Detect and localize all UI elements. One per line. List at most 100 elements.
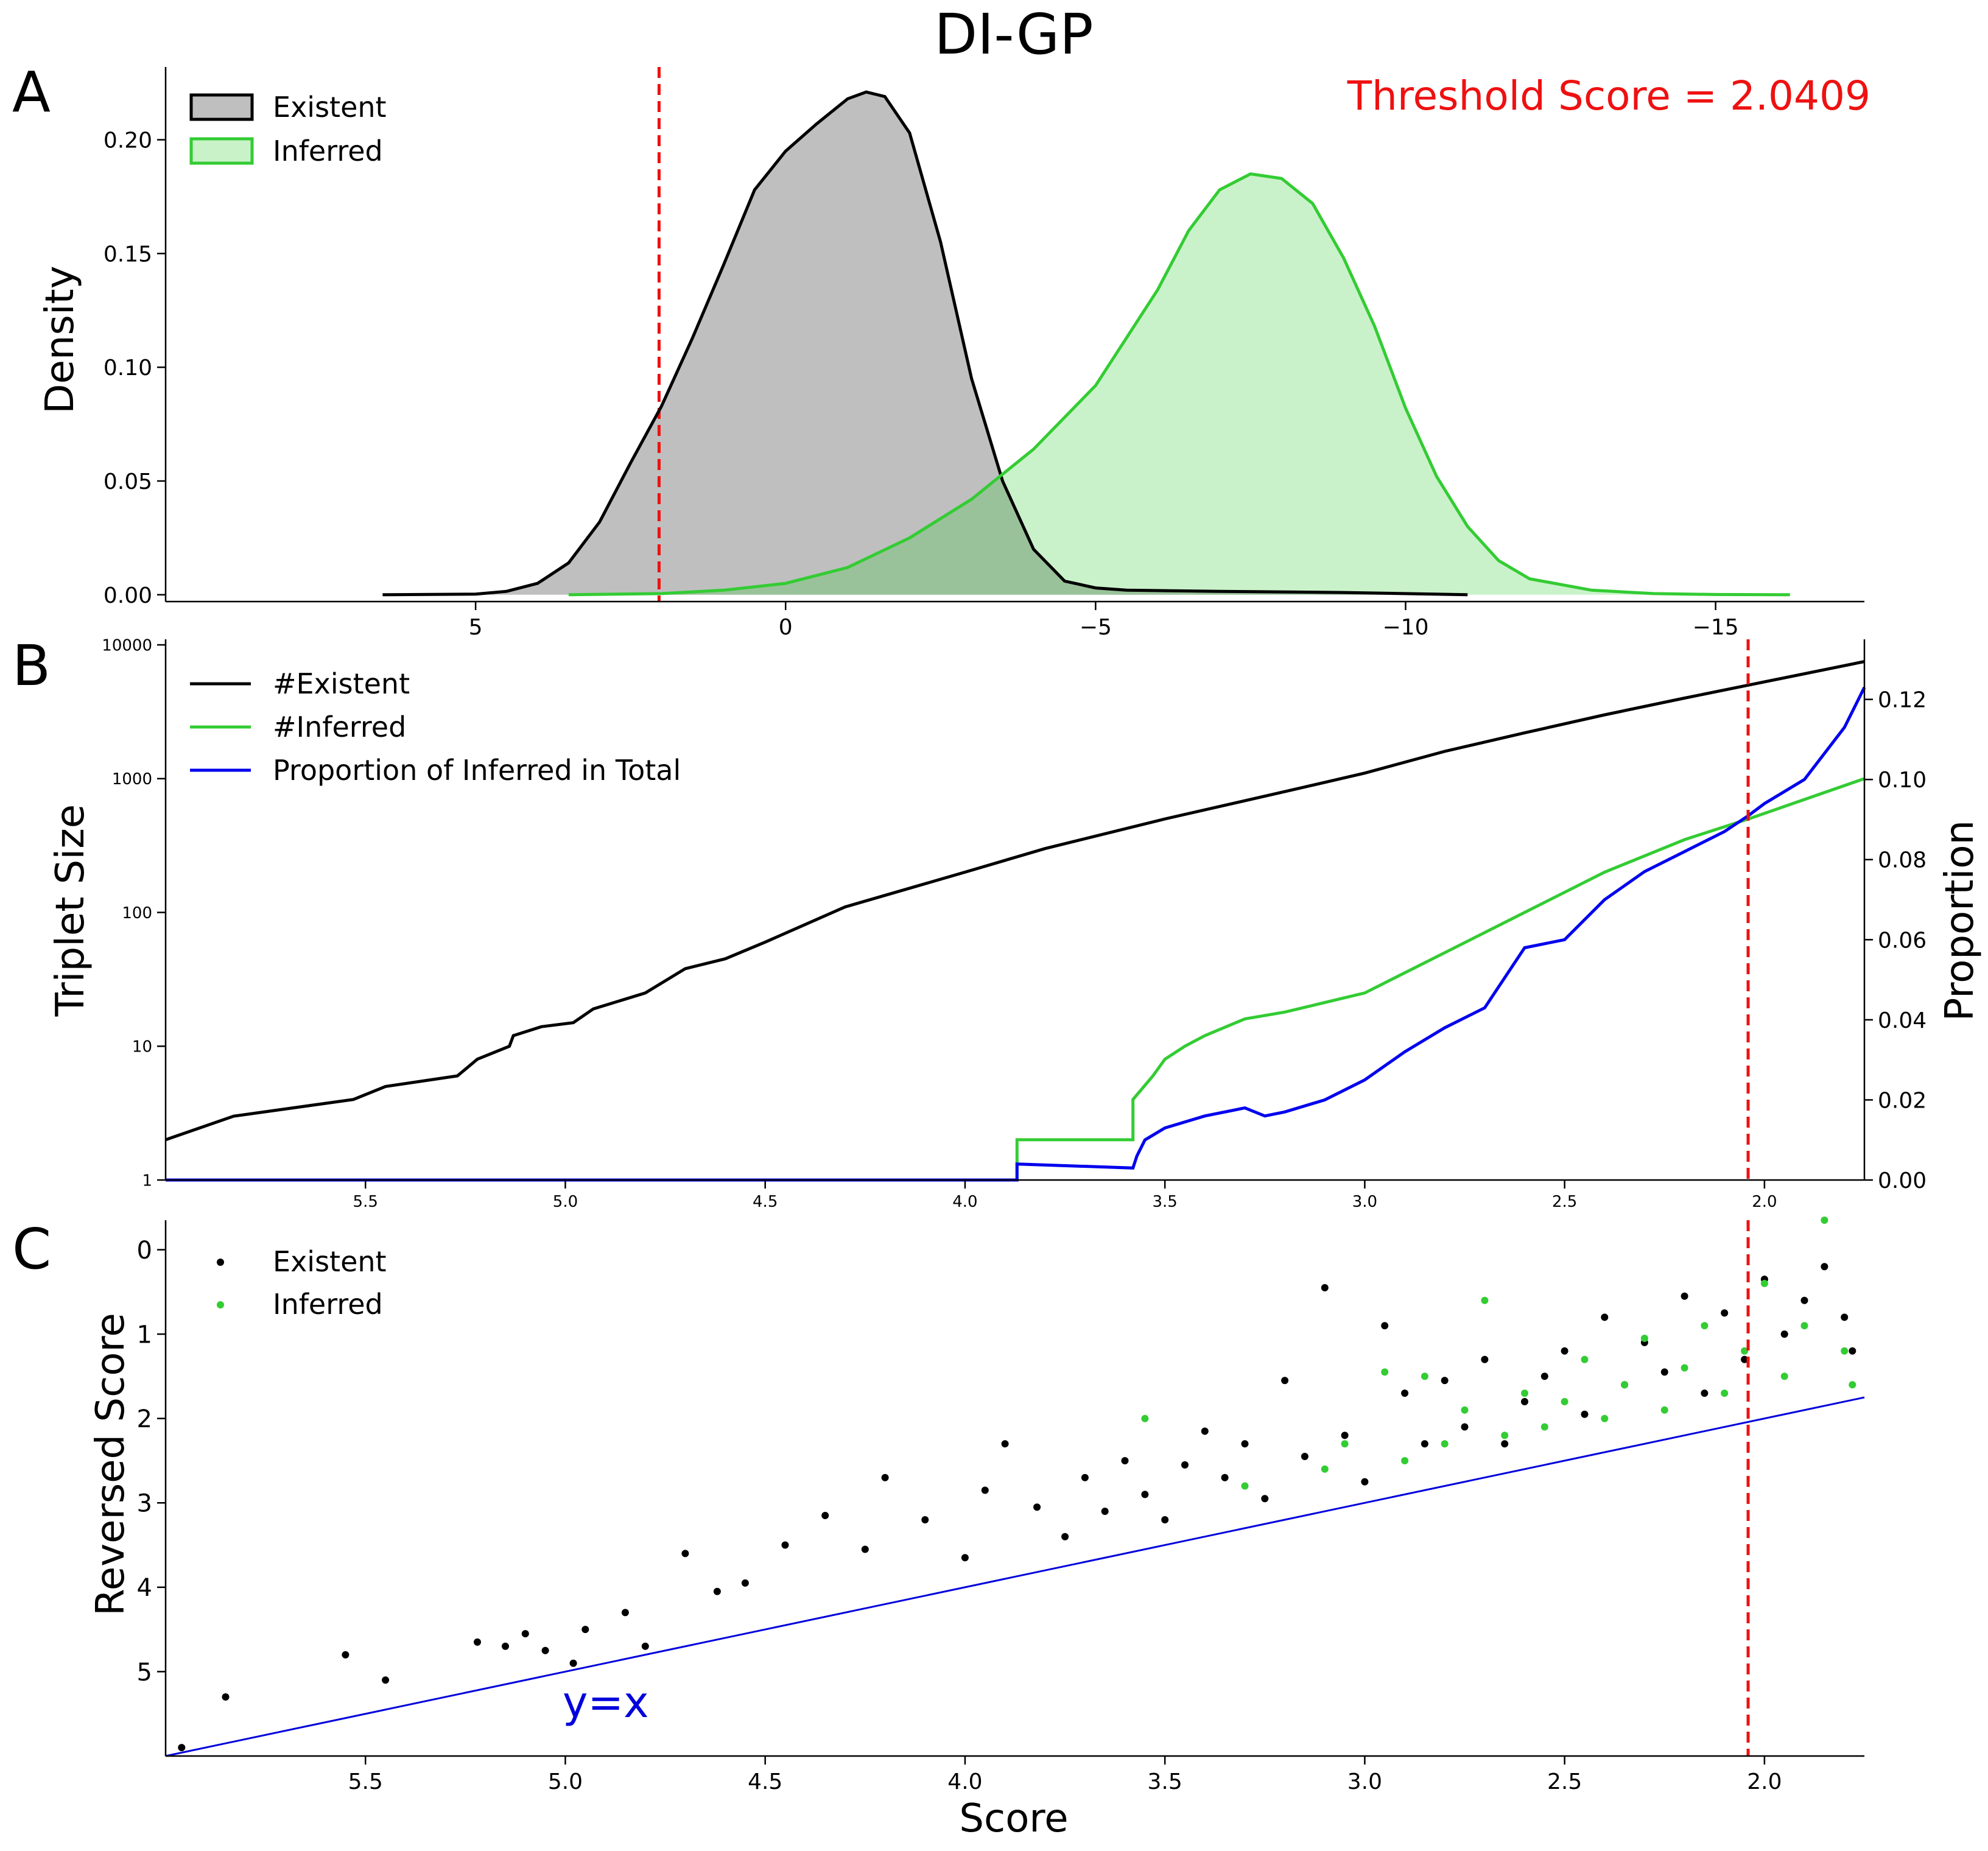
point-inferred [1841, 1347, 1849, 1355]
point-existent [1501, 1440, 1509, 1448]
point-existent [1741, 1355, 1749, 1363]
legend-swatch-existent [189, 93, 254, 121]
point-inferred [1421, 1372, 1428, 1380]
panel-c-points [178, 1217, 1856, 1752]
point-existent [1101, 1508, 1109, 1516]
legend-label-proportion: Proportion of Inferred in Total [273, 754, 681, 787]
y2-tick-label: 0.06 [1878, 928, 1927, 953]
point-existent [741, 1579, 749, 1587]
x-tick-label: 5.0 [548, 1769, 583, 1794]
point-existent [521, 1630, 529, 1638]
point-existent [1261, 1495, 1269, 1503]
y-tick-label: 2 [137, 1405, 152, 1433]
density-fill-existent [382, 92, 1468, 595]
point-existent [1201, 1427, 1209, 1435]
point-inferred [1800, 1322, 1808, 1330]
y2-tick-label: 0.04 [1878, 1008, 1927, 1033]
point-existent [1221, 1473, 1229, 1481]
x-tick-label: 3.5 [1148, 1769, 1182, 1794]
point-existent [821, 1512, 829, 1519]
point-inferred [1561, 1398, 1568, 1405]
point-inferred [1381, 1368, 1389, 1376]
y-tick-label: 1000 [112, 770, 152, 789]
point-existent [1849, 1347, 1856, 1355]
panel-a-y-axis-label: Density [38, 265, 83, 413]
density-fill-inferred [568, 174, 1790, 595]
point-existent [1581, 1410, 1589, 1418]
x-tick-label: 3.0 [1347, 1769, 1382, 1794]
point-existent [1421, 1440, 1428, 1448]
panel-c-label: C [12, 1217, 51, 1282]
point-inferred [1521, 1389, 1528, 1397]
panel-c: C 5.5 5.0 4.5 4.0 3.5 3.0 2.5 2.0 0 1 2 3 4 5 Reverse… [12, 1217, 1865, 1841]
point-inferred [1640, 1335, 1648, 1342]
legend-label-existent-points: Existent [273, 1245, 387, 1278]
point-existent [541, 1646, 549, 1654]
point-inferred [1341, 1440, 1349, 1448]
point-existent [621, 1609, 629, 1617]
y-tick-label: 0.05 [104, 469, 152, 494]
point-existent [1081, 1473, 1089, 1481]
figure-title: DI-GP [934, 2, 1093, 67]
point-existent [1601, 1313, 1609, 1321]
point-existent [569, 1659, 577, 1667]
series-line-2 [166, 686, 1866, 1182]
point-existent [1800, 1296, 1808, 1304]
y-tick-label: 10000 [102, 636, 152, 655]
x-tick-label: 3.0 [1352, 1193, 1377, 1211]
point-inferred [1621, 1381, 1629, 1389]
legend-marker-inferred [217, 1301, 224, 1308]
y-tick-label: 0.20 [104, 128, 152, 153]
x-tick-label: −15 [1693, 615, 1739, 640]
point-inferred [1581, 1355, 1589, 1363]
panel-b-label: B [12, 633, 51, 698]
point-inferred [1660, 1406, 1668, 1414]
point-existent [1401, 1389, 1409, 1397]
point-existent [1321, 1284, 1329, 1291]
point-existent [1001, 1440, 1009, 1448]
panel-b-axes: 5.5 5.0 4.5 4.0 3.5 3.0 2.5 2.0 1 10 100 1000 10000 0… [102, 636, 1927, 1211]
y-tick-label: 0.10 [104, 356, 152, 381]
point-existent [921, 1516, 929, 1523]
point-existent [1281, 1377, 1289, 1385]
point-inferred [1321, 1465, 1329, 1473]
panel-c-axes: 5.5 5.0 4.5 4.0 3.5 3.0 2.5 2.0 0 1 2 3 4 5 [137, 1220, 1864, 1794]
point-existent [961, 1554, 969, 1562]
y-tick-label: 1 [137, 1321, 152, 1349]
point-existent [502, 1642, 509, 1650]
point-existent [981, 1486, 989, 1494]
point-existent [1441, 1377, 1449, 1385]
point-existent [1721, 1309, 1729, 1317]
x-tick-label: 5 [469, 615, 483, 640]
y-tick-label: 0.00 [104, 583, 152, 608]
point-existent [1181, 1461, 1189, 1469]
x-tick-label: −5 [1080, 615, 1112, 640]
point-inferred [1481, 1296, 1489, 1304]
series-line-0 [165, 660, 1865, 1142]
point-inferred [1141, 1414, 1149, 1422]
panel-c-y-axis-label: Reversed Score [88, 1313, 133, 1615]
series-line-1 [166, 777, 1865, 1182]
point-existent [342, 1651, 349, 1659]
point-existent [1540, 1372, 1548, 1380]
legend-label-inferred-points: Inferred [273, 1288, 383, 1321]
point-inferred [1849, 1381, 1856, 1389]
point-existent [1161, 1516, 1169, 1523]
point-inferred [1821, 1217, 1828, 1224]
point-existent [1780, 1330, 1788, 1338]
panel-b-legend: #Existent #Inferred Proportion of Inferr… [190, 667, 681, 787]
point-existent [178, 1744, 186, 1752]
x-tick-label: 0 [779, 615, 793, 640]
x-tick-label: 4.5 [748, 1769, 782, 1794]
point-existent [781, 1541, 789, 1549]
panel-a-axes: 5 0 −5 −10 −15 0.00 0.05 0.10 0.15 0.20 [104, 67, 1864, 640]
panel-b-y-axis-label: Triplet Size [48, 804, 93, 1017]
legend-label-existent-count: #Existent [273, 667, 410, 700]
point-existent [1461, 1423, 1469, 1431]
legend-label-inferred-count: #Inferred [273, 711, 406, 743]
panel-c-legend: Existent Inferred [217, 1245, 387, 1321]
panel-a-label: A [12, 60, 51, 125]
legend-label-existent: Existent [273, 91, 387, 124]
point-existent [474, 1638, 481, 1646]
